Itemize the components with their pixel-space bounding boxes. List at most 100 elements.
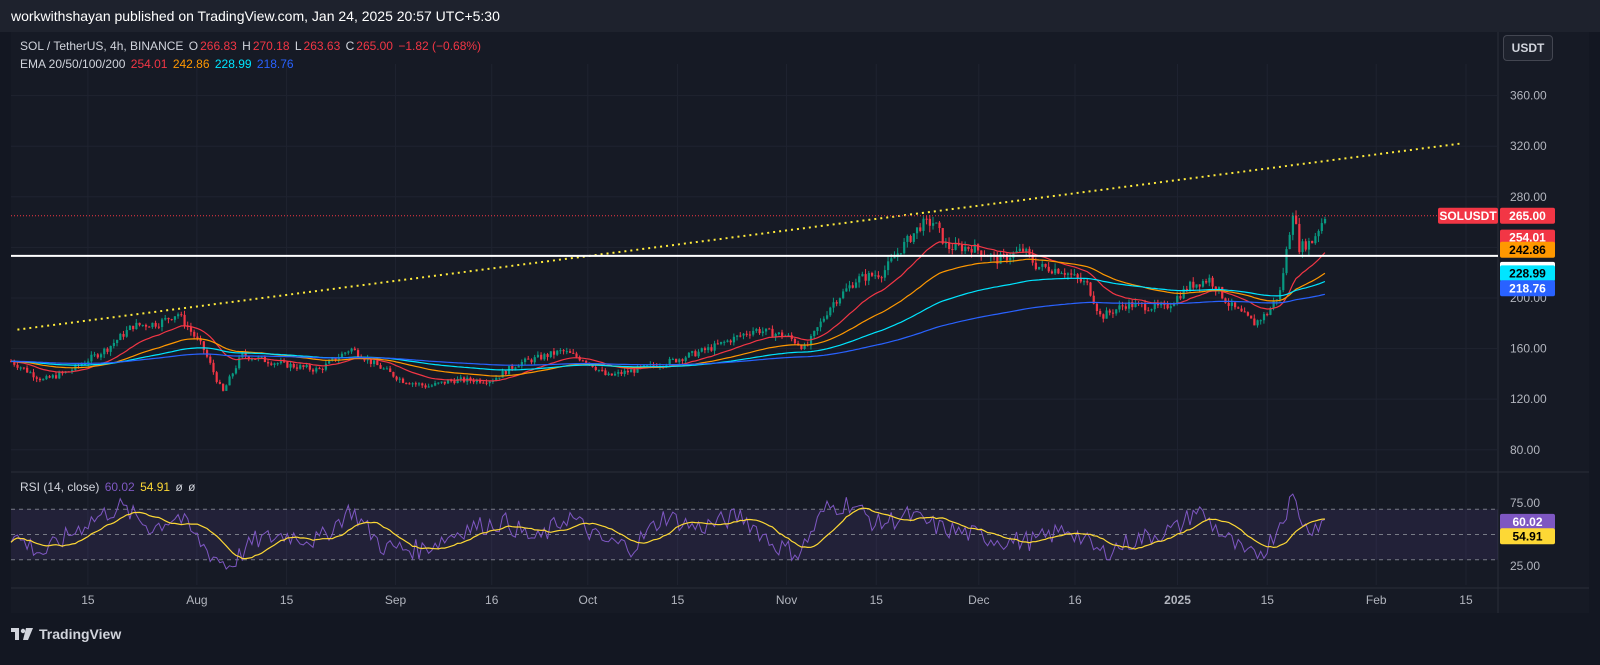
candle-body bbox=[395, 376, 398, 380]
candle-body bbox=[302, 365, 305, 368]
rsi-ma-value: 54.91 bbox=[140, 480, 171, 494]
candle-body bbox=[96, 354, 99, 358]
publisher-text: workwithshayan published on TradingView.… bbox=[11, 8, 500, 24]
candle-body bbox=[944, 242, 948, 244]
candle-body bbox=[1118, 305, 1121, 310]
candle-body bbox=[225, 385, 228, 391]
candle-body bbox=[1111, 312, 1115, 314]
candle-body bbox=[177, 314, 180, 317]
rsi-ma-tag-bg bbox=[1500, 528, 1555, 545]
candle-body bbox=[42, 379, 45, 381]
candle-body bbox=[559, 350, 562, 352]
candle-body bbox=[1025, 248, 1028, 252]
candle-body bbox=[1050, 271, 1054, 274]
candle-body bbox=[980, 250, 983, 256]
candle-body bbox=[446, 380, 450, 384]
tradingview-logo-icon bbox=[11, 628, 33, 640]
ema-title[interactable]: EMA 20/50/100/200 bbox=[20, 57, 126, 71]
candle-body bbox=[671, 358, 674, 360]
ema50-tag: 242.86 bbox=[1500, 241, 1555, 258]
symbol-title[interactable]: SOL / TetherUS, 4h, BINANCE bbox=[20, 39, 184, 53]
candle-body bbox=[1124, 306, 1127, 309]
candle-body bbox=[809, 336, 813, 346]
candle-body bbox=[87, 361, 90, 364]
candle-body bbox=[417, 383, 421, 385]
symbol-tag: SOLUSDT bbox=[1438, 207, 1498, 224]
symbol-tag-bg bbox=[1438, 207, 1498, 224]
candle-body bbox=[434, 383, 437, 386]
candle-body bbox=[299, 365, 302, 369]
ema50-value: 242.86 bbox=[172, 57, 210, 71]
candle-body bbox=[848, 285, 851, 289]
candle-body bbox=[1002, 254, 1005, 256]
candle-body bbox=[568, 351, 572, 353]
candle-body bbox=[1005, 254, 1009, 261]
candle-body bbox=[379, 365, 382, 369]
candle-body bbox=[691, 351, 694, 353]
candle-body bbox=[45, 376, 48, 380]
candle-body bbox=[228, 376, 231, 386]
candle-body bbox=[1256, 320, 1259, 326]
price-tick-label: 160.00 bbox=[1510, 342, 1547, 356]
candle-body bbox=[745, 333, 748, 335]
candle-body bbox=[112, 342, 116, 346]
candle-body bbox=[623, 370, 626, 375]
candle-body bbox=[1298, 223, 1301, 253]
low-label: L bbox=[294, 39, 302, 53]
candle-body bbox=[459, 377, 462, 379]
rsi-line bbox=[10, 493, 1326, 570]
candle-body bbox=[398, 378, 401, 380]
candle-body bbox=[565, 351, 568, 353]
rsi-ma-line bbox=[10, 507, 1325, 560]
candle-body bbox=[716, 343, 719, 345]
candle-body bbox=[331, 358, 334, 361]
candle-body bbox=[517, 366, 520, 368]
price-pane bbox=[10, 142, 1498, 392]
candle-body bbox=[48, 376, 51, 378]
candle-body bbox=[1060, 273, 1063, 275]
tradingview-logo[interactable]: TradingView bbox=[11, 626, 121, 642]
rsi-band-fill bbox=[11, 509, 1498, 560]
candle-body bbox=[347, 351, 350, 353]
time-tick-label: Nov bbox=[776, 593, 797, 607]
candle-body bbox=[1121, 305, 1124, 307]
candle-body bbox=[604, 370, 607, 376]
candle-body bbox=[132, 325, 135, 330]
candle-body bbox=[189, 327, 193, 332]
candle-body bbox=[922, 218, 925, 231]
candle-body bbox=[732, 336, 736, 343]
candle-body bbox=[1115, 309, 1118, 314]
candle-body bbox=[1083, 281, 1086, 283]
candle-body bbox=[1224, 298, 1227, 303]
currency-button[interactable]: USDT bbox=[1503, 35, 1553, 61]
candle-body bbox=[951, 248, 954, 250]
candle-body bbox=[719, 341, 723, 344]
candle-body bbox=[552, 351, 556, 355]
candle-body bbox=[311, 369, 315, 372]
candle-body bbox=[170, 319, 173, 321]
close-label: C bbox=[345, 39, 355, 53]
candle-body bbox=[912, 233, 915, 242]
candle-body bbox=[1134, 302, 1137, 308]
candle-body bbox=[196, 336, 199, 339]
candle-body bbox=[681, 359, 684, 361]
candle-body bbox=[109, 345, 112, 352]
candle-body bbox=[1127, 301, 1131, 309]
time-tick-label: 16 bbox=[1068, 593, 1082, 607]
candle-body bbox=[472, 380, 475, 383]
candle-body bbox=[344, 352, 347, 354]
candle-body bbox=[764, 328, 768, 332]
candle-body bbox=[781, 332, 784, 337]
candle-body bbox=[1214, 286, 1217, 291]
candle-body bbox=[1272, 301, 1275, 309]
candle-body bbox=[620, 372, 623, 375]
candle-body bbox=[540, 354, 543, 360]
candle-body bbox=[1291, 215, 1295, 235]
candle-body bbox=[549, 351, 552, 357]
candle-body bbox=[321, 368, 324, 370]
candle-body bbox=[527, 358, 530, 360]
candle-body bbox=[250, 358, 254, 360]
rsi-title[interactable]: RSI (14, close) bbox=[20, 480, 100, 494]
candle-body bbox=[1057, 268, 1060, 274]
